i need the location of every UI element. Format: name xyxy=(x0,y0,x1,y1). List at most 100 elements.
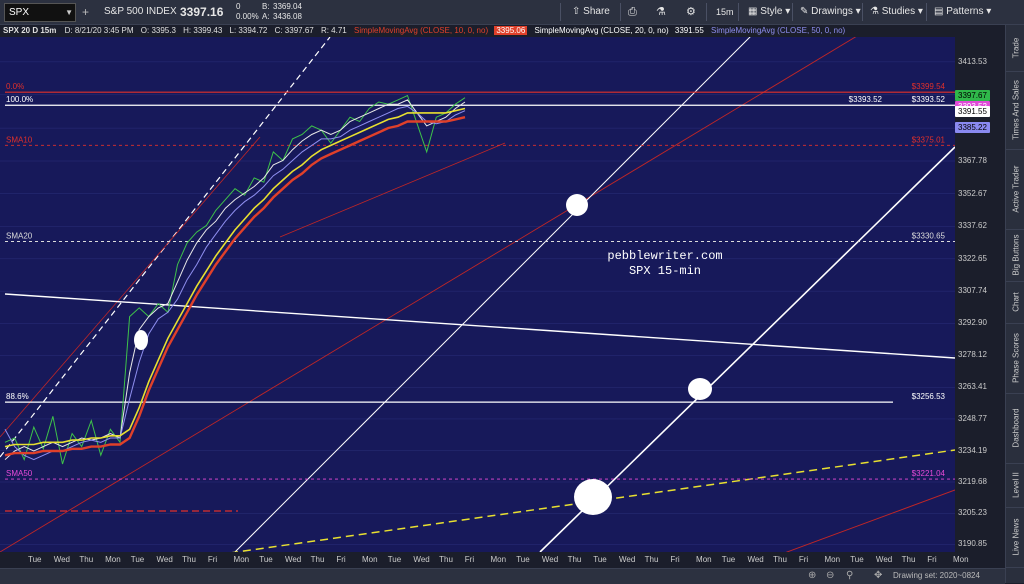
print-icon[interactable]: ⎙ xyxy=(628,6,637,18)
interval-selector[interactable]: 15m xyxy=(716,7,734,17)
sidebar-tab-dashboard[interactable]: Dashboard xyxy=(1006,393,1024,464)
x-tick-label: Thu xyxy=(773,555,787,564)
y-tick-label: 3413.53 xyxy=(958,56,987,66)
sma20-study[interactable]: SimpleMovingAvg (CLOSE, 20, 0, no) xyxy=(534,26,669,35)
y-tick-label: 3337.62 xyxy=(958,221,987,231)
cursor-icon[interactable]: ✥ xyxy=(874,570,883,581)
x-tick-label: Wed xyxy=(413,555,430,564)
price-chart[interactable]: 0.0% $3399.54 100.0% $3393.52 $3393.52 SMA10 $… xyxy=(0,37,955,568)
x-tick-label: Mon xyxy=(824,555,841,564)
y-tick-label: 3292.90 xyxy=(958,318,987,328)
settings-icon[interactable]: ⚙ xyxy=(686,6,696,18)
zoom-out-icon[interactable]: ⊕ xyxy=(808,570,817,581)
sma50-study[interactable]: SimpleMovingAvg (CLOSE, 50, 0, no) xyxy=(711,26,846,35)
share-button[interactable]: ⇧ Share xyxy=(572,0,610,24)
x-tick-label: Fri xyxy=(670,555,680,564)
bar-date: D: 8/21/20 3:45 PM xyxy=(64,26,134,35)
drawings-button[interactable]: ✎ Drawings ▾ xyxy=(800,6,861,17)
sidebar-tab-label: Dashboard xyxy=(1011,408,1020,448)
sma10-value: 3395.06 xyxy=(494,26,528,35)
top-toolbar: SPX ▼ + S&P 500 INDEX 3397.16 0 0.00% B:… xyxy=(0,0,1024,25)
style-button[interactable]: ▦ Style ▾ xyxy=(748,6,791,17)
trend-line xyxy=(0,37,331,458)
sidebar-tab-active-trader[interactable]: Active Trader xyxy=(1006,149,1024,230)
bar-close: C: 3397.67 xyxy=(274,26,314,35)
last-price: 3397.16 xyxy=(180,5,224,19)
chart-title: SPX 20 D 15m xyxy=(3,26,57,35)
sidebar-tab-times-and-sales[interactable]: Times And Sales xyxy=(1006,71,1024,150)
x-tick-label: Thu xyxy=(644,555,659,564)
plus-icon[interactable]: + xyxy=(82,5,90,19)
x-tick-label: Tue xyxy=(130,555,145,564)
zoom-in-icon[interactable]: ⊖ xyxy=(826,570,835,581)
marker-circle xyxy=(134,330,148,350)
watermark-line1: pebblewriter.com xyxy=(607,249,722,263)
patterns-icon: ▤ xyxy=(934,6,944,17)
x-tick-label: Mon xyxy=(490,555,507,564)
patterns-label: Patterns xyxy=(946,6,984,17)
search-icon[interactable]: ⚲ xyxy=(846,570,854,581)
drawing-set-label[interactable]: Drawing set: 2020~0824 xyxy=(893,571,980,580)
sma10-study[interactable]: SimpleMovingAvg (CLOSE, 10, 0, no) xyxy=(353,26,489,35)
time-axis[interactable]: Tue Wed Thu Mon Tue Wed Thu Fri Mon Tue Wed Thu Fri M… xyxy=(0,552,969,568)
ask-label: A: xyxy=(262,12,270,21)
price-tag: 3397.67 xyxy=(955,90,990,102)
sidebar-tab-level-ii[interactable]: Level II xyxy=(1006,463,1024,508)
studies-label: Studies xyxy=(881,6,916,17)
x-tick-label: Thu xyxy=(79,555,94,564)
studies-button[interactable]: ⚗ Studies ▾ xyxy=(870,6,923,17)
sidebar-tab-chart[interactable]: Chart xyxy=(1006,281,1024,324)
bar-low: L: 3394.72 xyxy=(229,26,268,35)
x-tick-label: Tue xyxy=(516,555,530,564)
x-tick-label: Tue xyxy=(593,555,607,564)
chevron-down-icon: ▼ xyxy=(65,8,73,17)
marker-circle xyxy=(574,479,612,515)
y-tick-label: 3190.85 xyxy=(958,539,987,549)
x-tick-label: Wed xyxy=(618,555,636,564)
trend-line xyxy=(759,489,955,563)
trend-line xyxy=(4,293,955,359)
trend-line xyxy=(0,136,261,438)
trend-line xyxy=(0,37,857,553)
x-tick-label: Thu xyxy=(439,555,453,564)
study-info-bar: SPX 20 D 15m D: 8/21/20 3:45 PM O: 3395.… xyxy=(0,25,955,37)
price-axis[interactable]: 3413.533398.343382.963367.783352.673337.… xyxy=(955,25,1005,568)
drawings-label: Drawings xyxy=(811,6,853,17)
series-line xyxy=(4,105,466,461)
level-label-left: 0.0% xyxy=(6,82,24,91)
x-tick-label: Wed xyxy=(875,555,893,564)
x-tick-label: Fri xyxy=(207,555,218,564)
y-tick-label: 3205.23 xyxy=(958,508,987,518)
sidebar-tab-label: Trade xyxy=(1011,37,1020,59)
x-tick-label: Fri xyxy=(927,555,937,564)
series-line xyxy=(4,107,466,448)
x-tick-label: Mon xyxy=(233,555,250,564)
x-tick-label: Tue xyxy=(721,555,736,564)
level-label-right: $3256.53 xyxy=(912,392,946,401)
bar-open: O: 3395.3 xyxy=(140,26,176,35)
x-tick-label: Tue xyxy=(259,555,273,564)
level-label-left: SMA10 xyxy=(6,135,33,144)
y-tick-label: 3219.68 xyxy=(958,476,987,486)
right-sidebar: Trade Times And Sales Active Trader Big But… xyxy=(1005,25,1024,583)
sidebar-tab-trade[interactable]: Trade xyxy=(1006,25,1024,72)
level-label-mid: $3393.52 xyxy=(849,95,883,104)
symbol-text: SPX xyxy=(9,7,30,18)
sidebar-tab-label: Active Trader xyxy=(1011,165,1020,213)
flask-icon[interactable]: ⚗ xyxy=(656,6,666,18)
level-label-right: $3393.52 xyxy=(912,95,946,104)
patterns-button[interactable]: ▤ Patterns ▾ xyxy=(934,6,992,17)
symbol-selector[interactable]: SPX ▼ xyxy=(4,3,76,22)
y-tick-label: 3263.41 xyxy=(958,382,987,392)
chart-svg: 0.0% $3399.54 100.0% $3393.52 $3393.52 SMA10 $… xyxy=(0,37,955,563)
series-line xyxy=(4,116,466,457)
style-icon: ▦ xyxy=(748,6,758,17)
price-tag: 3393.52 xyxy=(955,100,990,112)
x-tick-label: Wed xyxy=(284,555,302,564)
bar-range: R: 4.71 xyxy=(320,26,347,35)
sidebar-tab-phase-scores[interactable]: Phase Scores xyxy=(1006,323,1024,394)
sidebar-tab-big-buttons[interactable]: Big Buttons xyxy=(1006,229,1024,282)
price-change: 0 xyxy=(236,2,241,11)
sidebar-tab-live-news[interactable]: Live News xyxy=(1006,507,1024,568)
bid-price: 3369.04 xyxy=(273,2,302,11)
